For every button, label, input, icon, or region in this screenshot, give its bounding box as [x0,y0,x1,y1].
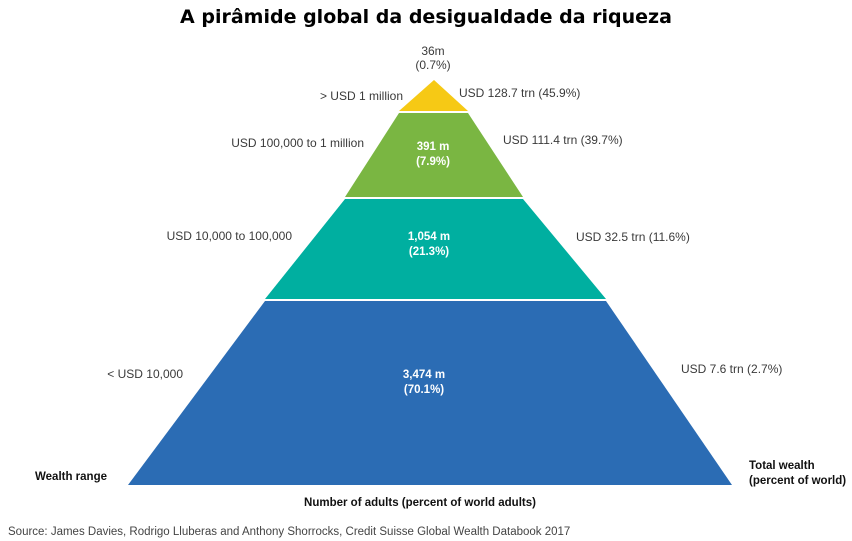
tier-base-wealth: USD 7.6 trn (2.7%) [681,362,782,376]
tier-middle-adults: 1,054 m [408,231,450,243]
source-note: Source: James Davies, Rodrigo Lluberas a… [8,526,570,538]
tier-upper-adults-pct: (7.9%) [416,156,450,168]
tier-upper-wealth: USD 111.4 trn (39.7%) [503,133,623,147]
tier-middle-wealth: USD 32.5 trn (11.6%) [576,230,690,244]
tier-middle-adults-pct: (21.3%) [409,246,449,258]
tier-base-adults-pct: (70.1%) [404,384,444,396]
tier-upper-adults: 391 m [417,141,450,153]
tier-top-adults-pct: (0.7%) [415,58,450,72]
axis-label-number-of-adults: Number of adults (percent of world adult… [304,497,536,509]
tier-top-wealth: USD 128.7 trn (45.9%) [459,86,580,100]
pyramid-tier-upper [345,113,523,197]
tier-top-adults: 36m [421,44,444,58]
tier-base-adults: 3,474 m [403,369,445,381]
axis-label-wealth-range: Wealth range [35,471,107,483]
axis-label-total-wealth-sub: (percent of world) [749,475,846,487]
pyramid-tier-middle [265,199,606,299]
tier-upper-range: USD 100,000 to 1 million [231,136,364,150]
tier-top-range: > USD 1 million [320,89,403,103]
pyramid-tier-base [128,301,732,485]
pyramid-tier-top [399,80,468,111]
page-title: A pirâmide global da desigualdade da riq… [180,6,672,28]
tier-middle-range: USD 10,000 to 100,000 [167,229,293,243]
tier-base-range: < USD 10,000 [107,367,183,381]
axis-label-total-wealth: Total wealth [749,460,815,472]
